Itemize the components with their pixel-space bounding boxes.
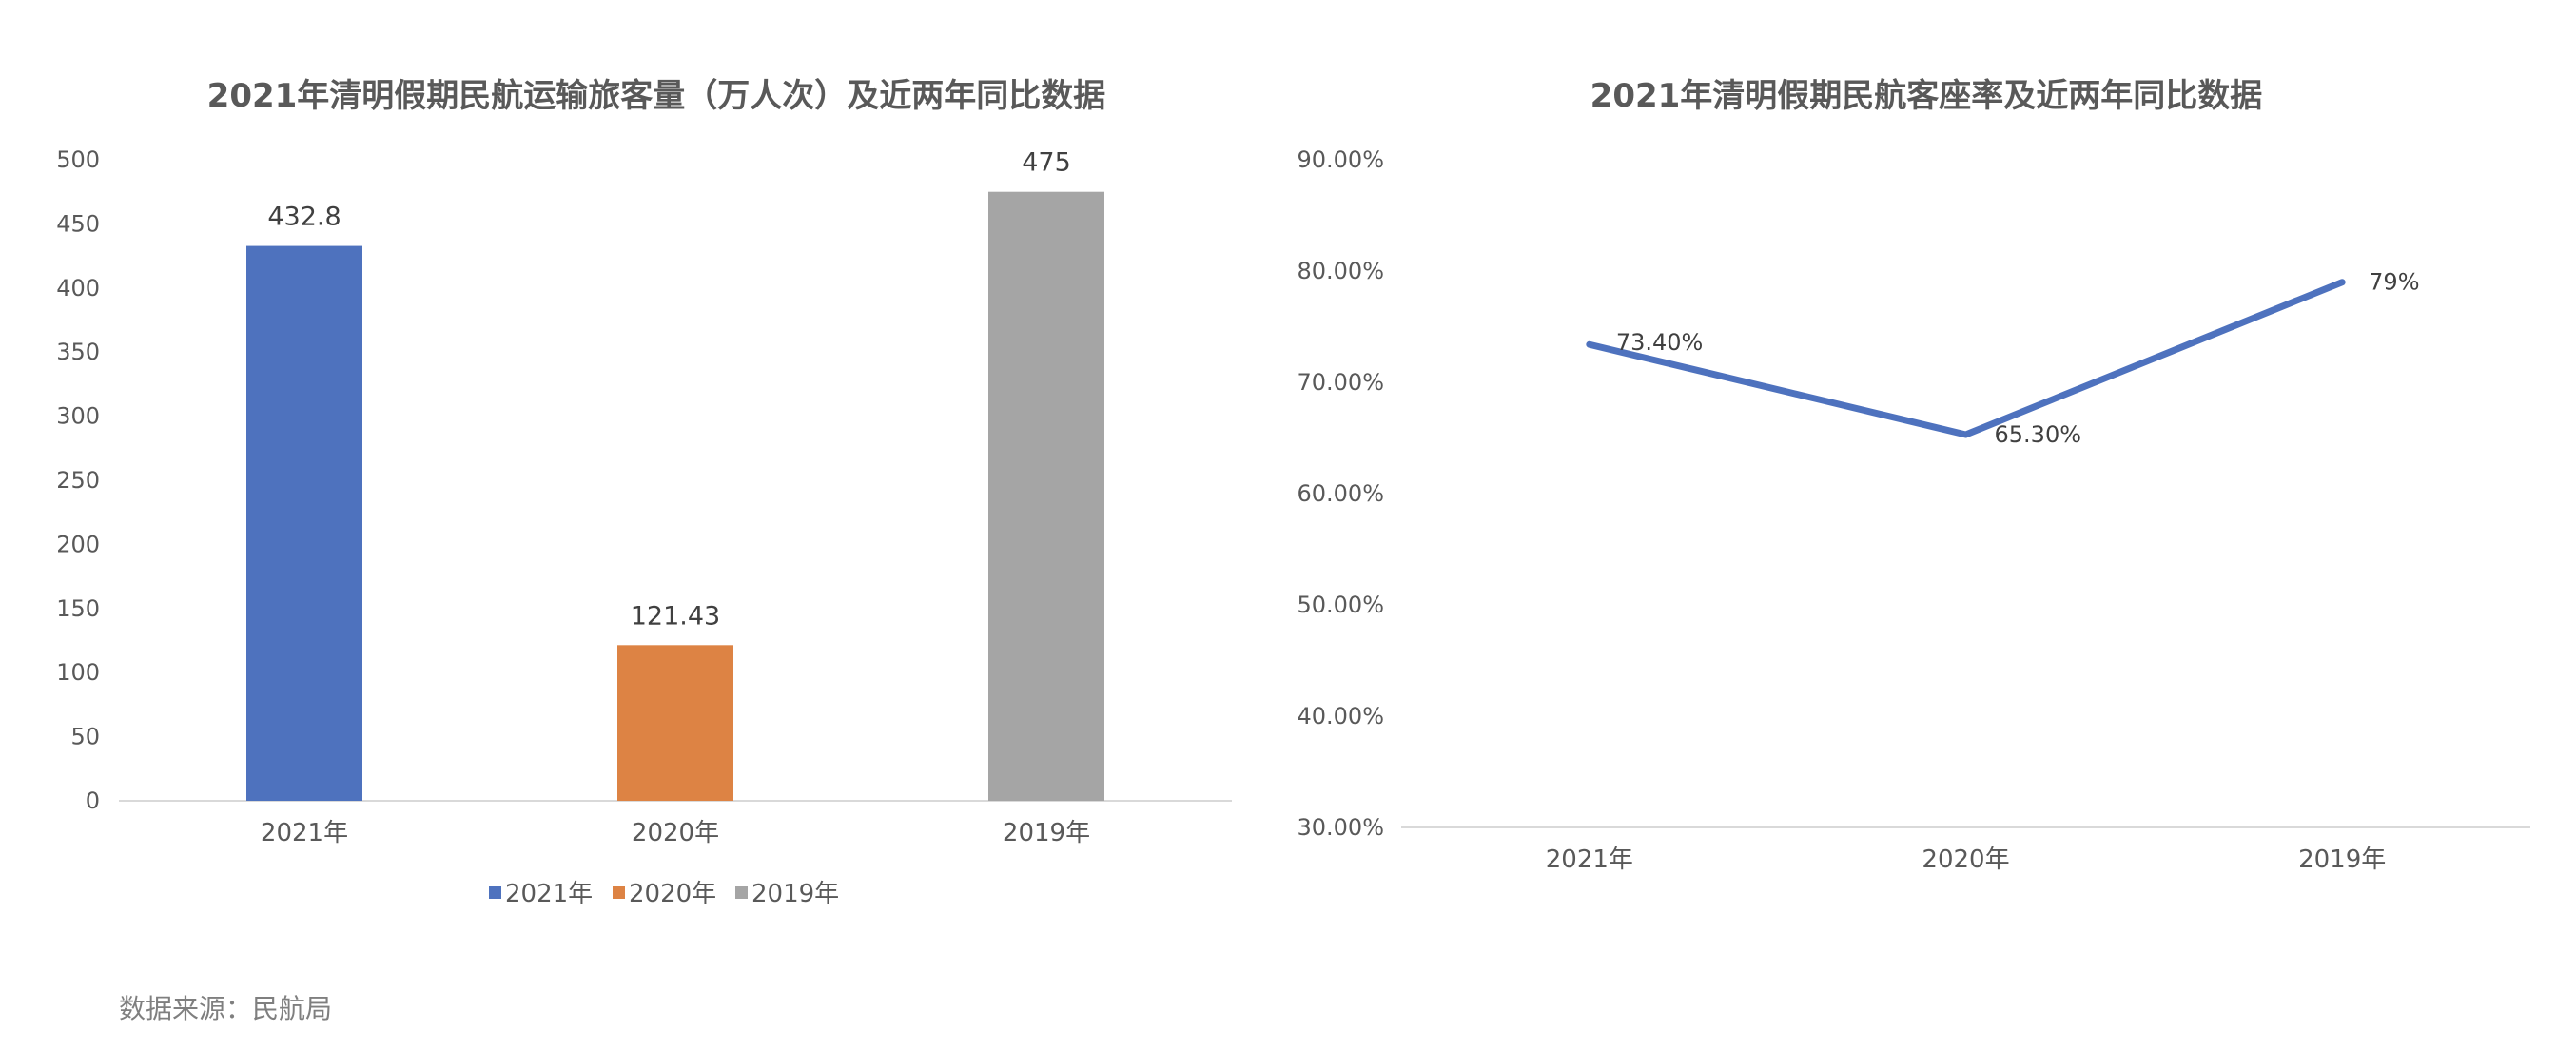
legend-label: 2021年 — [505, 880, 593, 908]
legend-label: 2020年 — [629, 880, 716, 908]
line-data-label: 65.30% — [1995, 421, 2082, 448]
bar-y-tick-label: 400 — [56, 275, 100, 301]
line-series — [1586, 279, 2346, 438]
bar-x-tick-label: 2020年 — [632, 819, 719, 847]
line-x-tick-label: 2021年 — [1546, 846, 1633, 874]
legend-swatch — [735, 886, 748, 899]
bar-legend: 2021年 2020年 2019年 — [489, 880, 839, 908]
line-x-tick-label: 2019年 — [2298, 846, 2386, 874]
bar-x-tick-label: 2019年 — [1003, 819, 1090, 847]
bar-y-tick-label: 150 — [56, 595, 100, 622]
bar-data-label: 432.8 — [267, 203, 341, 232]
line-y-tick-label: 40.00% — [1297, 703, 1384, 729]
line-y-tick-label: 90.00% — [1297, 146, 1384, 173]
line-y-axis: 30.00% 40.00% 50.00% 60.00% 70.00% 80.00% 90.0… — [1297, 146, 1384, 841]
line-chart: 2021年清明假期民航客座率及近两年同比数据 30.00% 40.00% 50.00… — [1297, 77, 2530, 874]
legend-swatch — [489, 886, 501, 899]
bar-y-tick-label: 450 — [56, 210, 100, 237]
bar-y-tick-label: 200 — [56, 531, 100, 557]
line-x-tick-label: 2020年 — [1922, 846, 2009, 874]
line-data-label: 79% — [2369, 269, 2419, 296]
bar-y-tick-label: 500 — [56, 146, 100, 173]
line-x-axis: 2021年 2020年 2019年 — [1546, 846, 2387, 874]
bar-marks: 432.8 121.43 475 — [246, 148, 1104, 802]
bar-chart: 2021年清明假期民航运输旅客量（万人次）及近两年同比数据 0 50 100 150 2… — [56, 77, 1232, 908]
bar-y-tick-label: 100 — [56, 659, 100, 686]
line-y-tick-label: 80.00% — [1297, 258, 1384, 284]
bar — [988, 191, 1104, 801]
bar-y-tick-label: 300 — [56, 403, 100, 430]
legend-item: 2020年 — [613, 880, 716, 908]
bar-y-tick-label: 50 — [70, 724, 100, 750]
bar-data-label: 121.43 — [631, 601, 720, 631]
bar-y-axis: 0 50 100 150 200 250 300 350 400 450 500 — [56, 146, 100, 814]
bar — [617, 645, 733, 801]
bar-x-tick-label: 2021年 — [261, 819, 348, 847]
line-data-label: 73.40% — [1616, 329, 1704, 356]
bar-y-tick-label: 0 — [86, 788, 100, 814]
bar-chart-title: 2021年清明假期民航运输旅客量（万人次）及近两年同比数据 — [207, 77, 1106, 115]
line-chart-title: 2021年清明假期民航客座率及近两年同比数据 — [1590, 77, 2263, 115]
line-y-tick-label: 70.00% — [1297, 369, 1384, 396]
line-y-tick-label: 60.00% — [1297, 480, 1384, 507]
bar — [246, 245, 362, 802]
line-y-tick-label: 30.00% — [1297, 814, 1384, 841]
bar-x-axis: 2021年 2020年 2019年 — [261, 819, 1090, 847]
line-y-tick-label: 50.00% — [1297, 592, 1384, 618]
legend-item: 2019年 — [735, 880, 839, 908]
line-marks: 73.40% 65.30% 79% — [1586, 269, 2420, 448]
bar-data-label: 475 — [1022, 148, 1071, 178]
bar-y-tick-label: 350 — [56, 339, 100, 365]
source-note: 数据来源：民航局 — [119, 993, 332, 1024]
bar-y-tick-label: 250 — [56, 467, 100, 494]
legend-label: 2019年 — [751, 880, 839, 908]
legend-item: 2021年 — [489, 880, 593, 908]
legend-swatch — [613, 886, 625, 899]
